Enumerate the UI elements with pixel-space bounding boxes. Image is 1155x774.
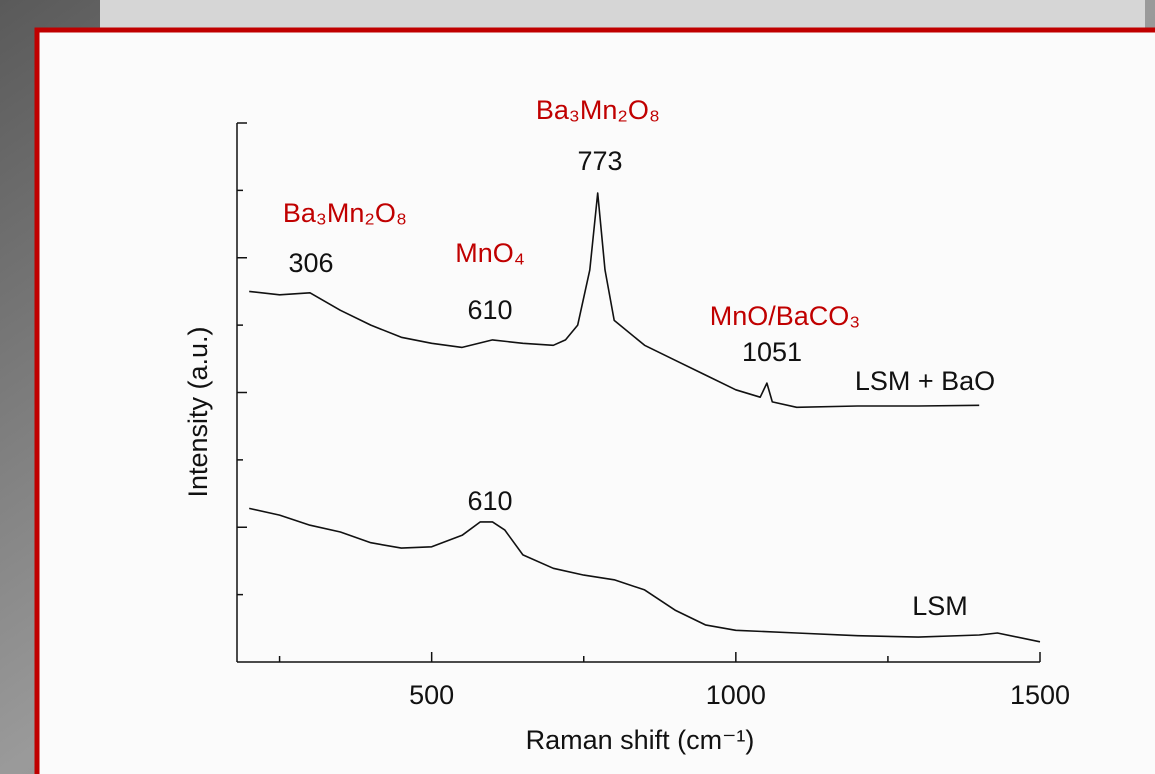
panel [34, 27, 1155, 774]
top-bar [100, 0, 1145, 28]
annotation: 306 [288, 248, 333, 278]
annotation: Ba₃Mn₂O₈ [536, 95, 660, 125]
spectrum-line [249, 507, 1041, 643]
series-label: LSM [912, 591, 968, 621]
spectrum-line [249, 192, 980, 409]
annotation: MnO/BaCO₃ [710, 301, 861, 331]
x-tick-label: 1500 [1010, 680, 1070, 710]
chart: Raman shift (cm⁻¹) Intensity (a.u.) 500 1… [183, 95, 1070, 755]
annotation: 610 [467, 486, 512, 516]
x-tick-label: 1000 [706, 680, 766, 710]
y-axis-label: Intensity (a.u.) [183, 326, 213, 497]
x-tick-label: 500 [409, 680, 454, 710]
annotation: Ba₃Mn₂O₈ [283, 198, 407, 228]
annotation: 1051 [742, 337, 802, 367]
annotation: MnO₄ [455, 238, 525, 268]
annotation: 610 [467, 295, 512, 325]
x-axis-label: Raman shift (cm⁻¹) [526, 725, 755, 755]
annotation: 773 [577, 146, 622, 176]
series-label: LSM + BaO [855, 366, 995, 396]
